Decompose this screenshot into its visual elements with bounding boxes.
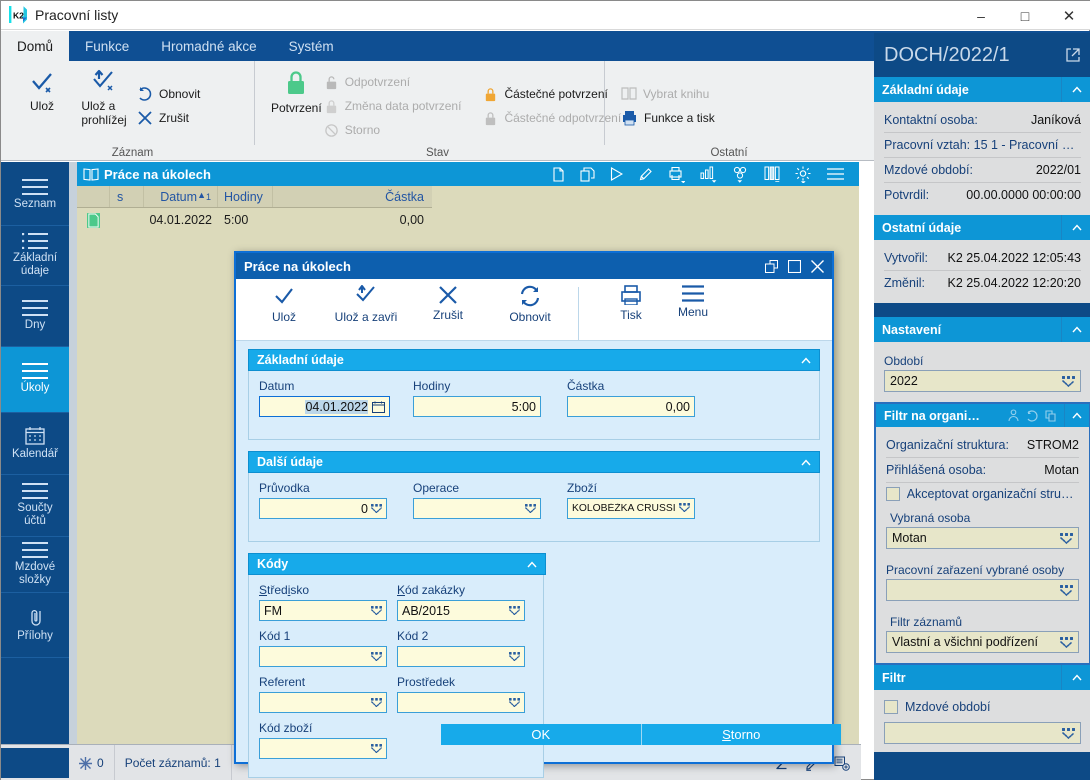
svg-text:K2: K2: [13, 11, 24, 21]
